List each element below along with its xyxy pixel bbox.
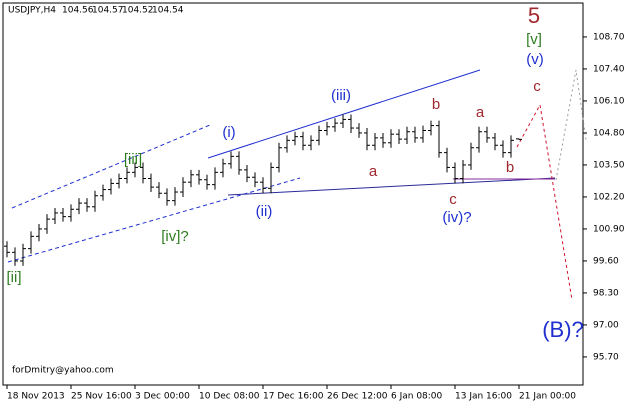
y-tick-label: 102.20 (593, 192, 625, 202)
channel-lower-dashed (7, 177, 301, 263)
forecast-alt (555, 69, 587, 181)
x-tick-label: 13 Jan 16:00 (455, 392, 512, 402)
wave-label: 5 (528, 3, 540, 28)
channel-upper-dashed (11, 124, 211, 209)
wave-label: [ii] (7, 269, 22, 286)
x-tick-label: 21 Jan 00:00 (519, 392, 576, 402)
header-value: 104.56 (62, 6, 94, 16)
wave-label: (B)? (542, 317, 584, 342)
wave-label: c (533, 78, 541, 95)
x-tick-label: 6 Jan 08:00 (391, 392, 443, 402)
header-value: 104.52 (122, 6, 154, 16)
wave-label: b (506, 159, 514, 176)
y-tick-label: 98.30 (593, 288, 619, 298)
y-tick-label: 107.40 (593, 64, 625, 74)
channel-lower (227, 177, 556, 196)
x-tick-label: 10 Dec 08:00 (199, 392, 260, 402)
trendlines (7, 69, 587, 301)
wave-label: c (449, 191, 457, 208)
x-tick-label: 18 Nov 2013 (7, 392, 65, 402)
y-tick-label: 99.60 (593, 256, 619, 266)
wave-label: [iii] (124, 151, 142, 168)
x-tick-label: 25 Nov 16:00 (71, 392, 132, 402)
header-value: 104.54 (152, 6, 184, 16)
wave-label: a (369, 163, 378, 180)
y-tick-label: 103.50 (593, 160, 625, 170)
wave-label: (i) (222, 124, 235, 141)
wave-label: b (432, 96, 440, 113)
y-tick-label: 106.10 (593, 96, 625, 106)
wave-label: a (476, 104, 485, 121)
wave-label: (ii) (256, 203, 273, 220)
wave-label: [v] (526, 31, 542, 48)
channel-upper (207, 69, 481, 159)
watermark: forDmitry@yahoo.com (12, 366, 114, 376)
wave-label: [iv]? (161, 228, 189, 245)
x-tick-label: 17 Dec 16:00 (263, 392, 324, 402)
wave-label: (v) (526, 51, 544, 68)
wave-label: (iii) (331, 87, 351, 104)
x-tick-label: 26 Dec 12:00 (327, 392, 388, 402)
y-tick-label: 97.00 (593, 320, 619, 330)
y-tick-label: 95.70 (593, 352, 619, 362)
y-tick-label: 108.70 (593, 32, 625, 42)
y-tick-label: 104.80 (593, 128, 625, 138)
header-value: 104.57 (92, 6, 124, 16)
x-tick-label: 3 Dec 00:00 (135, 392, 190, 402)
wave-label: (iv)? (442, 209, 471, 226)
plot-frame (2, 2, 584, 386)
y-tick-label: 100.90 (593, 224, 625, 234)
symbol: USDJPY,H4 (8, 6, 56, 16)
